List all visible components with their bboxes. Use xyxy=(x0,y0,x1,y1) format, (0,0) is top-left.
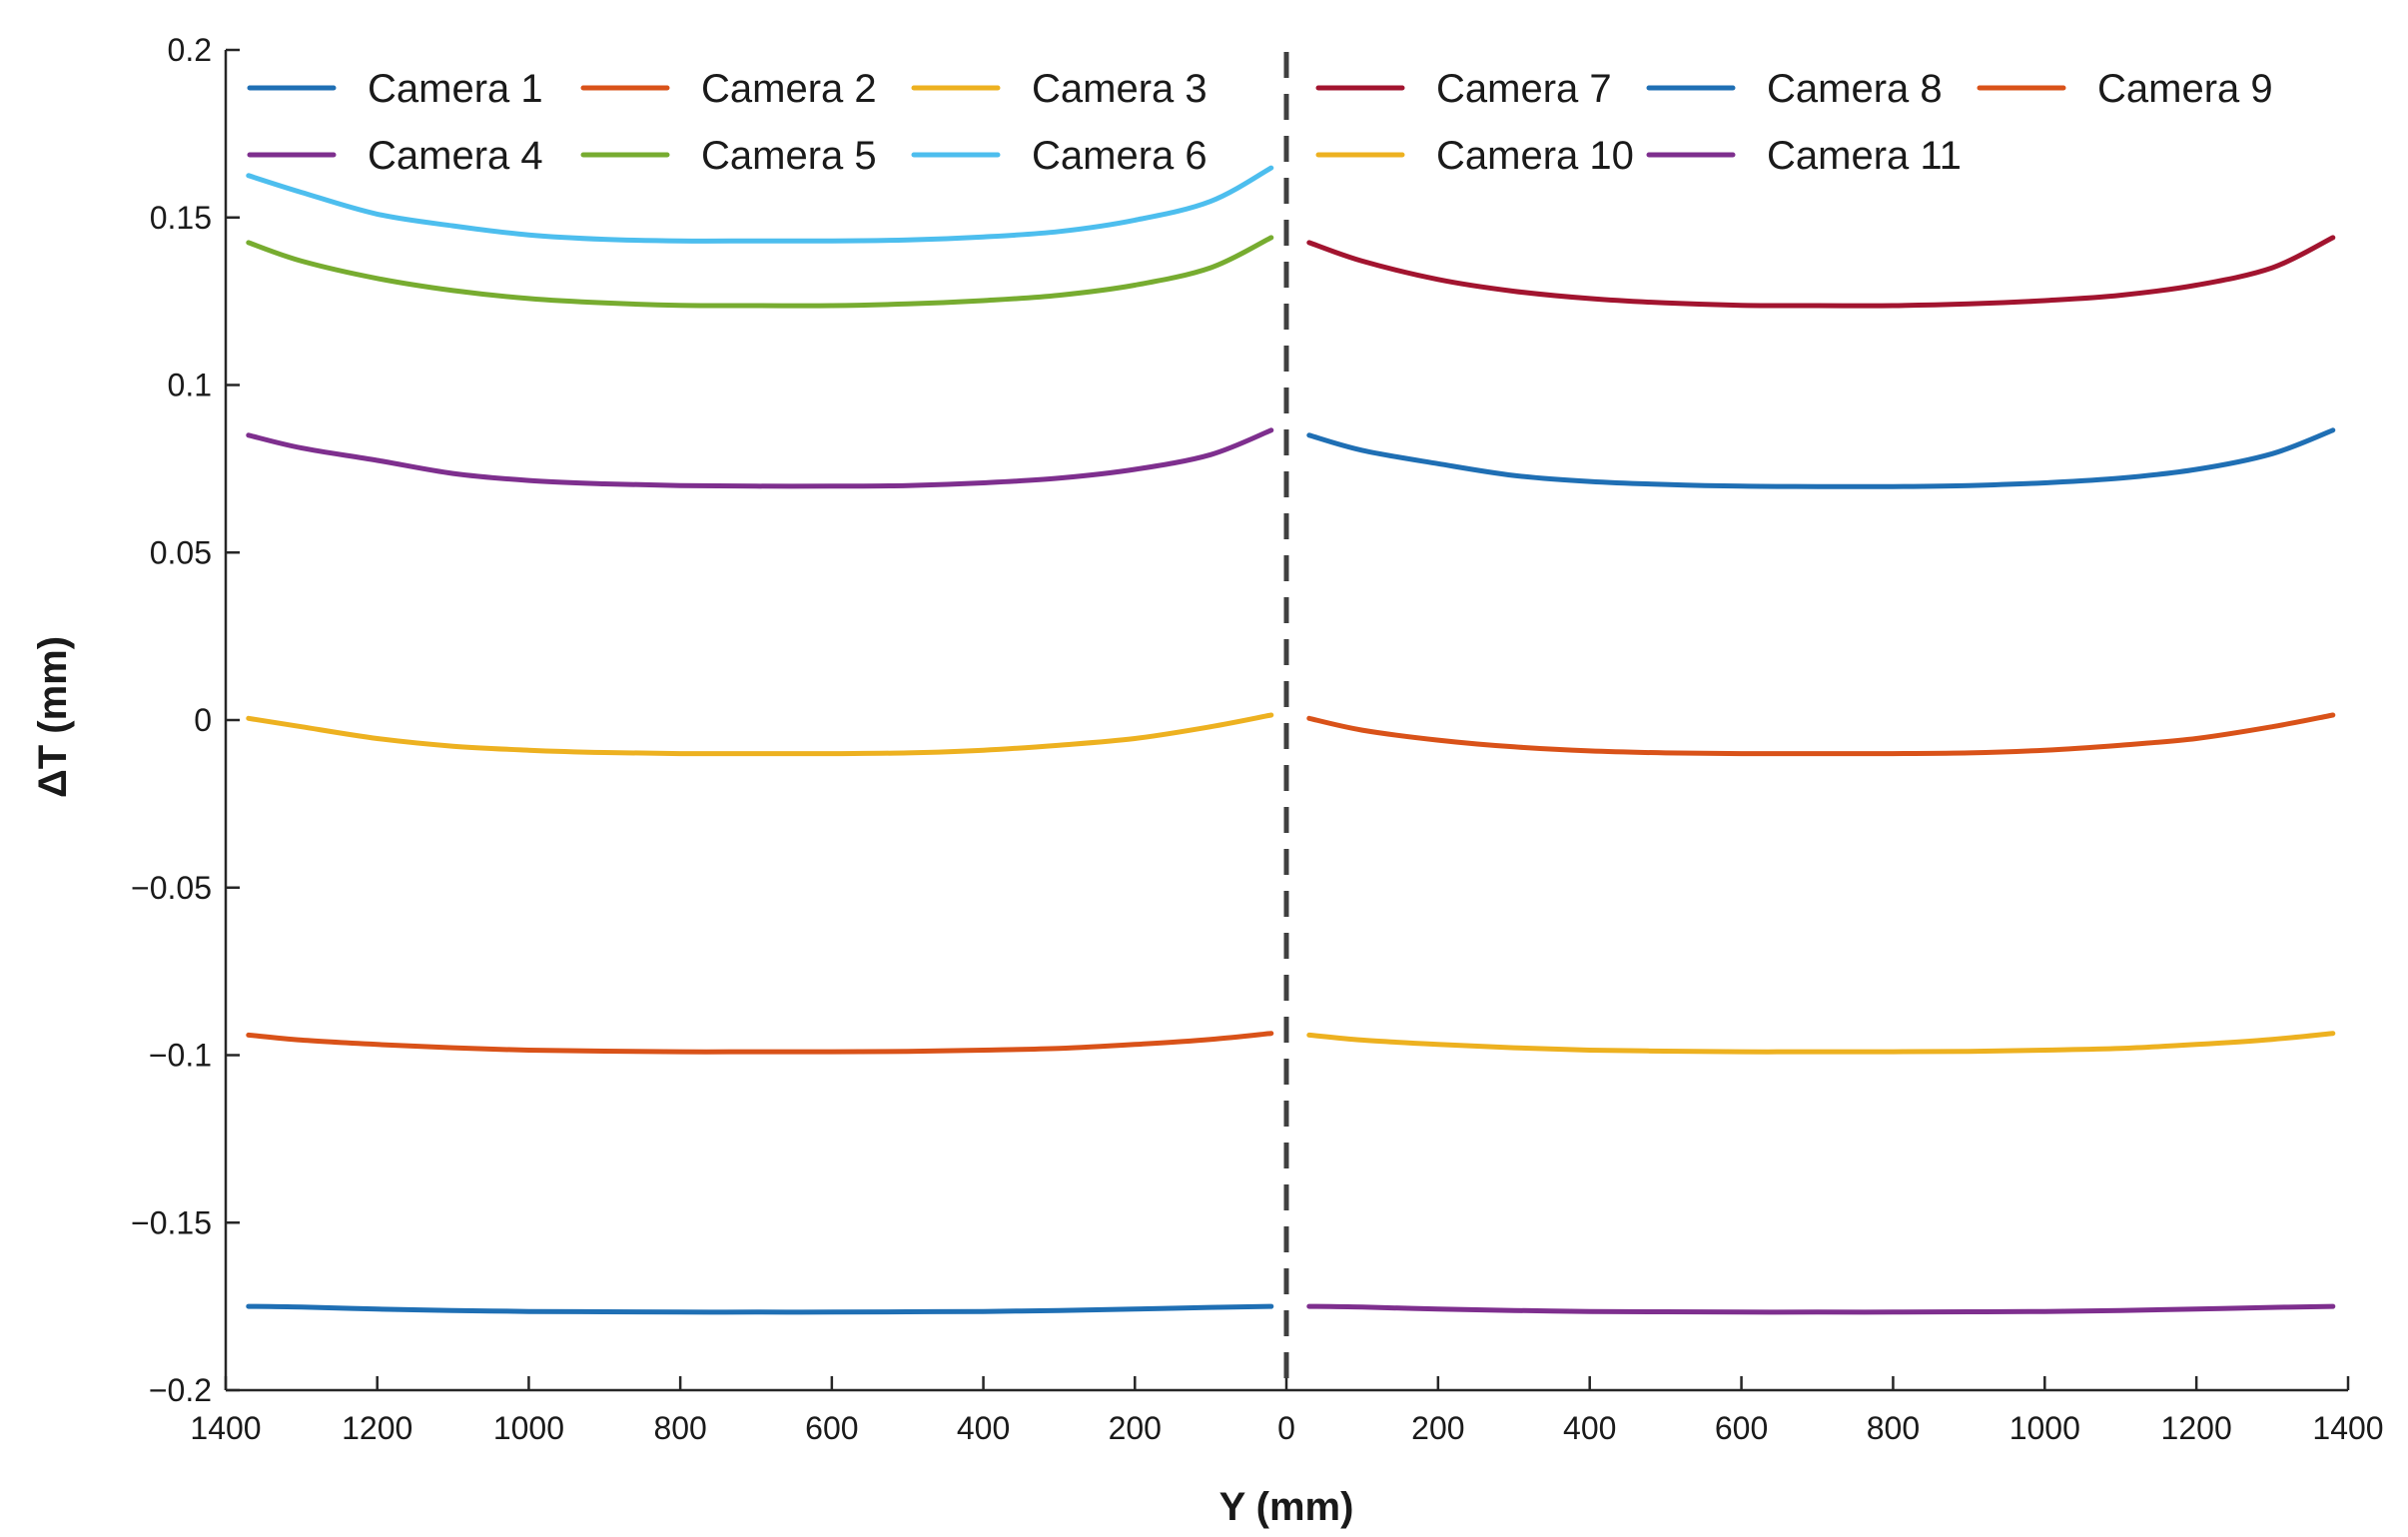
y-tick-label: −0.2 xyxy=(149,1372,212,1408)
legend-item-camera-7: Camera 7 xyxy=(1315,67,1612,111)
x-axis-title: Y (mm) xyxy=(1219,1485,1354,1529)
x-tick-label: 400 xyxy=(1563,1410,1616,1446)
legend-label: Camera 4 xyxy=(368,134,543,178)
y-tick-label: 0.05 xyxy=(150,534,212,570)
series-line-camera-11 xyxy=(1306,1303,2336,1315)
y-tick-label: −0.05 xyxy=(131,870,212,906)
y-tick-label: −0.1 xyxy=(149,1038,212,1074)
legend-label: Camera 10 xyxy=(1436,134,1634,178)
y-tick-label: 0.15 xyxy=(150,200,212,236)
x-tick-label: 1200 xyxy=(342,1410,412,1446)
legend-label: Camera 5 xyxy=(701,134,877,178)
series-line-camera-3 xyxy=(246,712,1274,757)
legend-label: Camera 11 xyxy=(1767,134,1962,178)
x-tick-label: 600 xyxy=(1715,1410,1768,1446)
legend-item-camera-9: Camera 9 xyxy=(1977,67,2273,111)
legend-item-camera-11: Camera 11 xyxy=(1646,134,1962,178)
legend-label: Camera 1 xyxy=(368,67,543,111)
x-tick-label: 1200 xyxy=(2161,1410,2232,1446)
series-line-camera-1 xyxy=(246,1303,1274,1315)
series-line-camera-5 xyxy=(246,235,1274,309)
series-line-camera-7 xyxy=(1306,235,2336,309)
series-line-camera-4 xyxy=(246,427,1274,489)
series-line-camera-8 xyxy=(1306,427,2336,489)
x-tick-label: 200 xyxy=(1109,1410,1162,1446)
y-tick-label: −0.15 xyxy=(131,1204,212,1240)
legend-label: Camera 8 xyxy=(1767,67,1943,111)
series-line-camera-10 xyxy=(1306,1031,2336,1055)
x-tick-label: 1400 xyxy=(2312,1410,2383,1446)
y-tick-label: 0.2 xyxy=(168,32,212,68)
y-tick-label: 0.1 xyxy=(168,368,212,403)
legend-item-camera-6: Camera 6 xyxy=(911,134,1207,178)
legend-label: Camera 9 xyxy=(2097,67,2273,111)
legend-label: Camera 2 xyxy=(701,67,877,111)
legend-label: Camera 6 xyxy=(1032,134,1207,178)
x-tick-label: 0 xyxy=(1277,1410,1295,1446)
x-tick-label: 200 xyxy=(1411,1410,1464,1446)
x-tick-label: 800 xyxy=(653,1410,706,1446)
legend-item-camera-10: Camera 10 xyxy=(1315,134,1634,178)
legend-item-camera-3: Camera 3 xyxy=(911,67,1207,111)
legend-label: Camera 7 xyxy=(1436,67,1612,111)
series-layer xyxy=(246,165,2336,1315)
legend-item-camera-2: Camera 2 xyxy=(580,67,877,111)
series-line-camera-2 xyxy=(246,1031,1274,1055)
x-tick-label: 600 xyxy=(805,1410,858,1446)
series-line-camera-6 xyxy=(246,165,1274,244)
legend-item-camera-8: Camera 8 xyxy=(1646,67,1943,111)
y-tick-label: 0 xyxy=(194,702,212,738)
x-tick-label: 400 xyxy=(957,1410,1010,1446)
legend-item-camera-5: Camera 5 xyxy=(580,134,877,178)
legend: Camera 1 Camera 2 Camera 3 Camera 4 Camera 5… xyxy=(247,67,2273,178)
y-axis-title: ΔT (mm) xyxy=(31,636,75,798)
legend-label: Camera 3 xyxy=(1032,67,1207,111)
x-tick-label: 1000 xyxy=(2009,1410,2080,1446)
legend-item-camera-1: Camera 1 xyxy=(247,67,543,111)
x-tick-label: 1400 xyxy=(190,1410,261,1446)
legend-item-camera-4: Camera 4 xyxy=(247,134,543,178)
x-tick-label: 800 xyxy=(1867,1410,1920,1446)
series-line-camera-9 xyxy=(1306,712,2336,757)
x-tick-label: 1000 xyxy=(493,1410,564,1446)
